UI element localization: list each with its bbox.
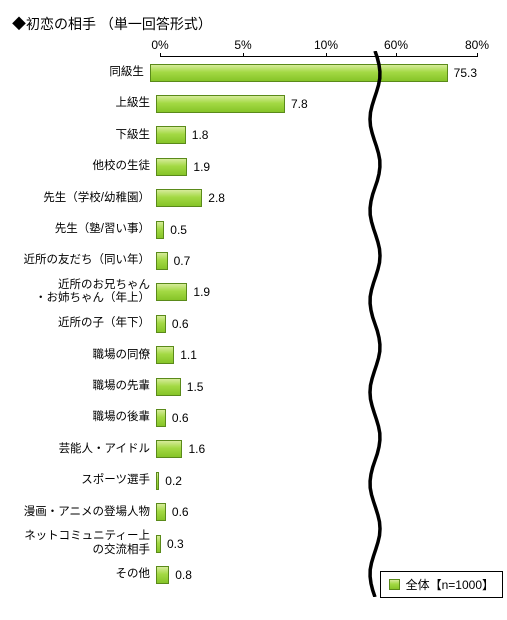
bar-value: 0.5 — [170, 223, 187, 237]
bar-label: 近所の友だち（同い年） — [20, 254, 156, 267]
bar-row: 上級生 7.8 — [20, 88, 477, 119]
bar-value: 1.9 — [193, 285, 210, 299]
axis-tick-label: 0% — [151, 38, 168, 52]
bar — [156, 566, 169, 584]
bar — [156, 315, 166, 333]
bar-value: 1.9 — [193, 160, 210, 174]
bar-wrap: 0.7 — [156, 245, 477, 276]
bar-wrap: 7.8 — [156, 88, 477, 119]
bar-wrap: 1.9 — [156, 151, 477, 182]
bar-wrap: 2.8 — [156, 183, 477, 214]
bar-wrap: 1.1 — [156, 340, 477, 371]
bar — [156, 189, 202, 207]
bar — [156, 126, 186, 144]
bar-wrap: 0.5 — [156, 214, 477, 245]
bar-value: 2.8 — [208, 191, 225, 205]
bar-value: 0.2 — [165, 474, 182, 488]
bar — [156, 440, 182, 458]
bar-label: 職場の後輩 — [20, 411, 156, 424]
bar-wrap: 75.3 — [150, 57, 477, 88]
bar-value: 7.8 — [291, 97, 308, 111]
bar-row: 近所の子（年下） 0.6 — [20, 308, 477, 339]
axis-tick-label: 5% — [234, 38, 251, 52]
axis-tick — [477, 53, 478, 57]
bar-value: 75.3 — [454, 66, 477, 80]
bar — [156, 95, 285, 113]
bar-row: 職場の同僚 1.1 — [20, 340, 477, 371]
bar-row: スポーツ選手 0.2 — [20, 465, 477, 496]
bar-rows: 同級生 75.3 上級生 7.8 下級生 1.8 他校の生徒 1.9 先生（学校/幼稚園） 2.8… — [20, 57, 477, 591]
bar — [156, 378, 181, 396]
bar — [156, 346, 174, 364]
bar — [156, 252, 168, 270]
bar-value: 1.1 — [180, 348, 197, 362]
bar-label: 漫画・アニメの登場人物 — [20, 506, 156, 519]
bar-label: 職場の先輩 — [20, 380, 156, 393]
bar-row: 芸能人・アイドル 1.6 — [20, 434, 477, 465]
bar — [156, 158, 187, 176]
bar-value: 1.6 — [188, 442, 205, 456]
bar-row: 他校の生徒 1.9 — [20, 151, 477, 182]
bar — [156, 472, 159, 490]
bar-label: 職場の同僚 — [20, 349, 156, 362]
bar-value: 0.8 — [175, 568, 192, 582]
bar-wrap: 0.6 — [156, 308, 477, 339]
bar-label: その他 — [20, 568, 156, 581]
bar-wrap: 1.8 — [156, 120, 477, 151]
bar-row: 近所の友だち（同い年） 0.7 — [20, 245, 477, 276]
legend: 全体【n=1000】 — [380, 571, 503, 598]
chart-area: 0%5%10%60%80% 同級生75.3上級生7.8下級生1.8他校の生徒1.… — [160, 42, 477, 602]
x-axis-labels: 0%5%10%60%80% — [160, 38, 477, 54]
bar-value: 0.3 — [167, 537, 184, 551]
bar-label: ネットコミュニティー上の交流相手 — [20, 530, 156, 556]
bar-wrap: 0.3 — [156, 528, 477, 559]
legend-swatch — [389, 579, 400, 590]
bar — [156, 535, 161, 553]
axis-tick-label: 80% — [465, 38, 489, 52]
bar-label: 他校の生徒 — [20, 160, 156, 173]
bar-value: 1.5 — [187, 380, 204, 394]
bar-label: 上級生 — [20, 97, 156, 110]
bar-row: 下級生 1.8 — [20, 120, 477, 151]
bar-label: 近所のお兄ちゃん ・お姉ちゃん（年上） — [20, 279, 156, 305]
bar-label: 近所の子（年下） — [20, 317, 156, 330]
bar-row: 職場の後輩 0.6 — [20, 402, 477, 433]
bar-label: スポーツ選手 — [20, 474, 156, 487]
legend-text: 全体【n=1000】 — [406, 576, 494, 593]
bar-label: 同級生 — [20, 66, 150, 79]
bar-row: 近所のお兄ちゃん ・お姉ちゃん（年上） 1.9 — [20, 277, 477, 308]
bar-row: 先生（学校/幼稚園） 2.8 — [20, 183, 477, 214]
bar — [150, 64, 448, 82]
plot: 同級生75.3上級生7.8下級生1.8他校の生徒1.9先生（学校/幼稚園）2.8… — [160, 56, 477, 602]
bar-wrap: 0.6 — [156, 402, 477, 433]
bar-label: 芸能人・アイドル — [20, 443, 156, 456]
bar-value: 0.6 — [172, 411, 189, 425]
bar-row: 職場の先輩 1.5 — [20, 371, 477, 402]
bar-row: 先生（塾/習い事） 0.5 — [20, 214, 477, 245]
axis-tick-label: 10% — [314, 38, 338, 52]
bar-row: 漫画・アニメの登場人物 0.6 — [20, 496, 477, 527]
bar-value: 1.8 — [192, 128, 209, 142]
bar-value: 0.6 — [172, 317, 189, 331]
bar-wrap: 0.2 — [156, 465, 477, 496]
bar-wrap: 1.6 — [156, 434, 477, 465]
bar — [156, 409, 166, 427]
bar-value: 0.6 — [172, 505, 189, 519]
bar — [156, 221, 164, 239]
bar-wrap: 0.6 — [156, 496, 477, 527]
bar-wrap: 1.9 — [156, 277, 477, 308]
bar-label: 先生（学校/幼稚園） — [20, 192, 156, 205]
bar-value: 0.7 — [174, 254, 191, 268]
bar — [156, 503, 166, 521]
bar-label: 下級生 — [20, 129, 156, 142]
bar-label: 先生（塾/習い事） — [20, 223, 156, 236]
bar-wrap: 1.5 — [156, 371, 477, 402]
chart-title: ◆初恋の相手 （単一回答形式） — [12, 14, 477, 34]
bar-row: 同級生 75.3 — [20, 57, 477, 88]
axis-tick-label: 60% — [384, 38, 408, 52]
bar-row: ネットコミュニティー上の交流相手 0.3 — [20, 528, 477, 559]
bar — [156, 283, 187, 301]
